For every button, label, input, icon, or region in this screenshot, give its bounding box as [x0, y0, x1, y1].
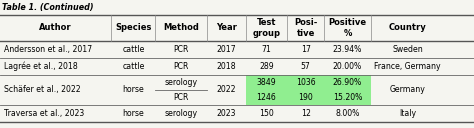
- Text: Italy: Italy: [399, 109, 416, 118]
- Text: Species: Species: [115, 23, 152, 32]
- Bar: [246, 90, 287, 105]
- Text: 190: 190: [298, 93, 313, 102]
- Text: Method: Method: [163, 23, 199, 32]
- Text: 12: 12: [301, 109, 310, 118]
- Text: 2017: 2017: [216, 45, 236, 54]
- Text: Traversa et al., 2023: Traversa et al., 2023: [4, 109, 84, 118]
- Text: horse: horse: [123, 85, 144, 94]
- Text: 289: 289: [259, 62, 273, 71]
- Text: Country: Country: [389, 23, 426, 32]
- Text: 20.00%: 20.00%: [333, 62, 362, 71]
- Text: Year: Year: [216, 23, 237, 32]
- Text: PCR: PCR: [173, 62, 189, 71]
- Text: 23.94%: 23.94%: [333, 45, 362, 54]
- Bar: [287, 90, 324, 105]
- Text: cattle: cattle: [122, 45, 145, 54]
- Text: Sweden: Sweden: [392, 45, 423, 54]
- Bar: [324, 90, 371, 105]
- Text: cattle: cattle: [122, 62, 145, 71]
- Text: France, Germany: France, Germany: [374, 62, 441, 71]
- Text: 3849: 3849: [256, 78, 276, 87]
- Text: 1036: 1036: [296, 78, 316, 87]
- Text: Test
group: Test group: [252, 18, 281, 38]
- Text: PCR: PCR: [173, 45, 189, 54]
- Text: 15.20%: 15.20%: [333, 93, 362, 102]
- Text: serology: serology: [164, 109, 198, 118]
- Text: Lagrée et al., 2018: Lagrée et al., 2018: [4, 62, 78, 71]
- Text: 17: 17: [301, 45, 310, 54]
- Text: 8.00%: 8.00%: [335, 109, 360, 118]
- Text: Positive
%: Positive %: [328, 18, 366, 38]
- Text: 57: 57: [301, 62, 310, 71]
- Text: 2018: 2018: [216, 62, 236, 71]
- Text: Author: Author: [39, 23, 72, 32]
- Text: PCR: PCR: [173, 93, 189, 102]
- Text: Andersson et al., 2017: Andersson et al., 2017: [4, 45, 92, 54]
- Text: Posi-
tive: Posi- tive: [294, 18, 318, 38]
- Text: 71: 71: [262, 45, 271, 54]
- Text: 1246: 1246: [256, 93, 276, 102]
- Text: Germany: Germany: [390, 85, 425, 94]
- Text: 26.90%: 26.90%: [333, 78, 362, 87]
- Text: Schäfer et al., 2022: Schäfer et al., 2022: [4, 85, 81, 94]
- Text: Table 1. (Continued): Table 1. (Continued): [2, 3, 94, 12]
- Text: 150: 150: [259, 109, 274, 118]
- Text: 2022: 2022: [216, 85, 236, 94]
- Bar: [287, 75, 324, 90]
- Text: 2023: 2023: [216, 109, 236, 118]
- Text: serology: serology: [164, 78, 198, 87]
- Bar: [246, 75, 287, 90]
- Text: horse: horse: [123, 109, 144, 118]
- Bar: [324, 75, 371, 90]
